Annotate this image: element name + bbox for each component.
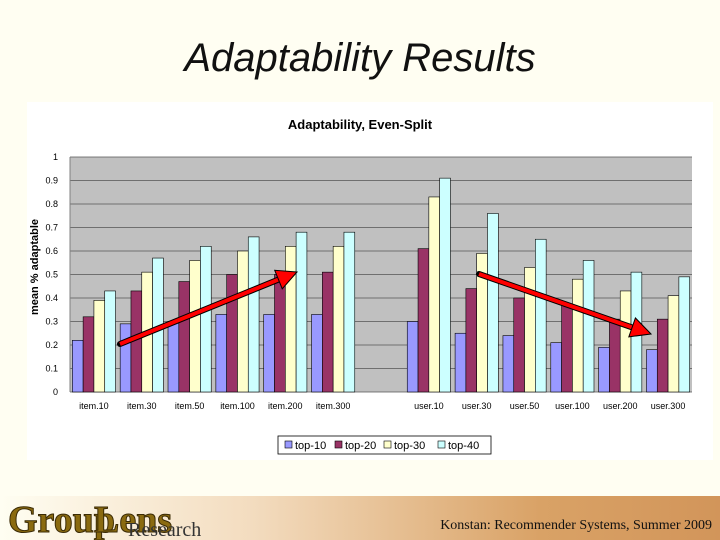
x-tick-label: user.50 [510, 401, 540, 411]
bar-top-10-item.30 [119, 323, 132, 393]
y-tick-label: 0.4 [45, 293, 58, 303]
bar-top-30-user.200 [619, 290, 632, 393]
legend-swatch [437, 440, 446, 449]
bar-top-40-item.300 [343, 231, 356, 393]
bar-top-20-user.300 [656, 318, 669, 393]
footer-credit: Konstan: Recommender Systems, Summer 200… [440, 518, 712, 533]
y-tick-label: 0 [53, 387, 58, 397]
bar-top-30-item.10 [93, 300, 106, 393]
bar-top-40-item.100 [247, 236, 260, 393]
bar-top-40-item.50 [200, 246, 212, 393]
bar-top-40-user.50 [535, 238, 547, 393]
bar-top-10-user.50 [502, 335, 515, 393]
chart-panel: Adaptability, Even-Split mean % adaptabl… [27, 102, 713, 460]
y-tick-label: 0.2 [45, 340, 58, 350]
arrow-head [628, 317, 653, 338]
svg-text:Research: Research [128, 519, 201, 540]
grouplens-logo: Group Lens Research [8, 499, 201, 540]
bar-top-20-user.100 [561, 304, 573, 393]
y-tick-label: 0.6 [45, 246, 58, 256]
bar-top-30-item.200 [285, 246, 297, 393]
bar-top-40-user.100 [582, 260, 595, 393]
legend-entry: top-20 [345, 440, 376, 452]
arrow-head [273, 269, 299, 290]
x-tick-label: item.30 [127, 401, 157, 411]
y-tick-label: 1 [53, 152, 58, 162]
arrow-shaft [478, 272, 633, 330]
slide-title: Adaptability Results [184, 36, 536, 80]
bar-top-30-user.300 [667, 295, 680, 393]
bar-top-20-item.300 [322, 271, 334, 393]
bar-top-10-item.10 [72, 340, 84, 393]
bar-top-20-item.200 [274, 274, 286, 393]
bar-top-40-item.10 [104, 290, 116, 393]
bar-top-40-user.300 [678, 276, 690, 393]
bar-top-20-item.100 [226, 274, 238, 393]
bar-top-10-user.200 [598, 347, 610, 393]
y-tick-label: 0.7 [45, 223, 58, 233]
bar-top-40-user.30 [487, 213, 499, 393]
legend-entry: top-40 [448, 440, 479, 452]
bar-top-20-user.30 [465, 288, 477, 393]
bar-top-20-user.50 [513, 297, 525, 393]
x-tick-label: user.200 [603, 401, 638, 411]
x-tick-label: item.100 [220, 401, 255, 411]
bar-top-10-user.10 [406, 321, 419, 393]
svg-text:Group: Group [8, 499, 115, 540]
x-tick-label: user.30 [462, 401, 492, 411]
legend-swatch [383, 440, 392, 449]
bar-top-30-item.300 [332, 246, 345, 393]
bar-top-20-item.10 [82, 316, 95, 393]
bar-top-20-user.10 [417, 248, 430, 393]
bar-top-30-user.10 [428, 196, 440, 393]
x-tick-label: item.200 [268, 401, 303, 411]
bar-top-30-user.50 [524, 267, 536, 393]
bar-chart: Adaptability, Even-Split mean % adaptabl… [29, 117, 692, 455]
y-tick-label: 0.8 [45, 199, 58, 209]
bar-top-30-item.100 [237, 250, 249, 393]
bar-top-40-user.10 [439, 177, 451, 393]
bar-top-10-item.50 [167, 321, 180, 393]
arrow-shaft [119, 277, 280, 346]
bar-top-20-user.200 [609, 318, 621, 393]
y-axis-label: mean % adaptable [29, 219, 41, 315]
bar-top-30-item.50 [189, 260, 201, 393]
bar-top-40-item.200 [295, 231, 308, 393]
svg-text:Lens: Lens [94, 499, 172, 540]
x-tick-label: user.300 [651, 401, 686, 411]
legend-entry: top-10 [295, 440, 326, 452]
y-tick-label: 0.3 [45, 317, 58, 327]
legend-entry: top-30 [394, 440, 425, 452]
x-tick-label: user.100 [555, 401, 590, 411]
footer-bar [0, 496, 720, 540]
legend-swatch [334, 440, 343, 449]
bar-top-10-user.300 [646, 349, 658, 393]
bar-top-10-user.100 [550, 342, 562, 393]
bar-top-20-item.50 [178, 281, 190, 393]
bar-top-10-item.300 [311, 314, 323, 393]
bar-top-30-user.100 [572, 278, 584, 393]
x-tick-label: item.50 [175, 401, 205, 411]
y-tick-label: 0.5 [45, 270, 58, 280]
x-tick-label: item.10 [79, 401, 109, 411]
legend: top-10 top-20 top-30 top-40 [277, 435, 492, 455]
y-tick-label: 0.9 [45, 176, 58, 186]
plot-area: 0 0.1 0.2 0.3 0.4 0.5 0.6 0.7 0.8 0.9 1 item.10 item… [45, 152, 692, 411]
x-tick-label: item.300 [316, 401, 351, 411]
chart-title: Adaptability, Even-Split [288, 117, 433, 132]
legend-swatch [284, 440, 293, 449]
y-tick-label: 0.1 [45, 364, 58, 374]
x-tick-label: user.10 [414, 401, 444, 411]
bar-top-10-item.100 [215, 314, 227, 393]
bar-top-10-item.200 [263, 314, 275, 393]
bar-top-10-user.30 [454, 332, 467, 393]
